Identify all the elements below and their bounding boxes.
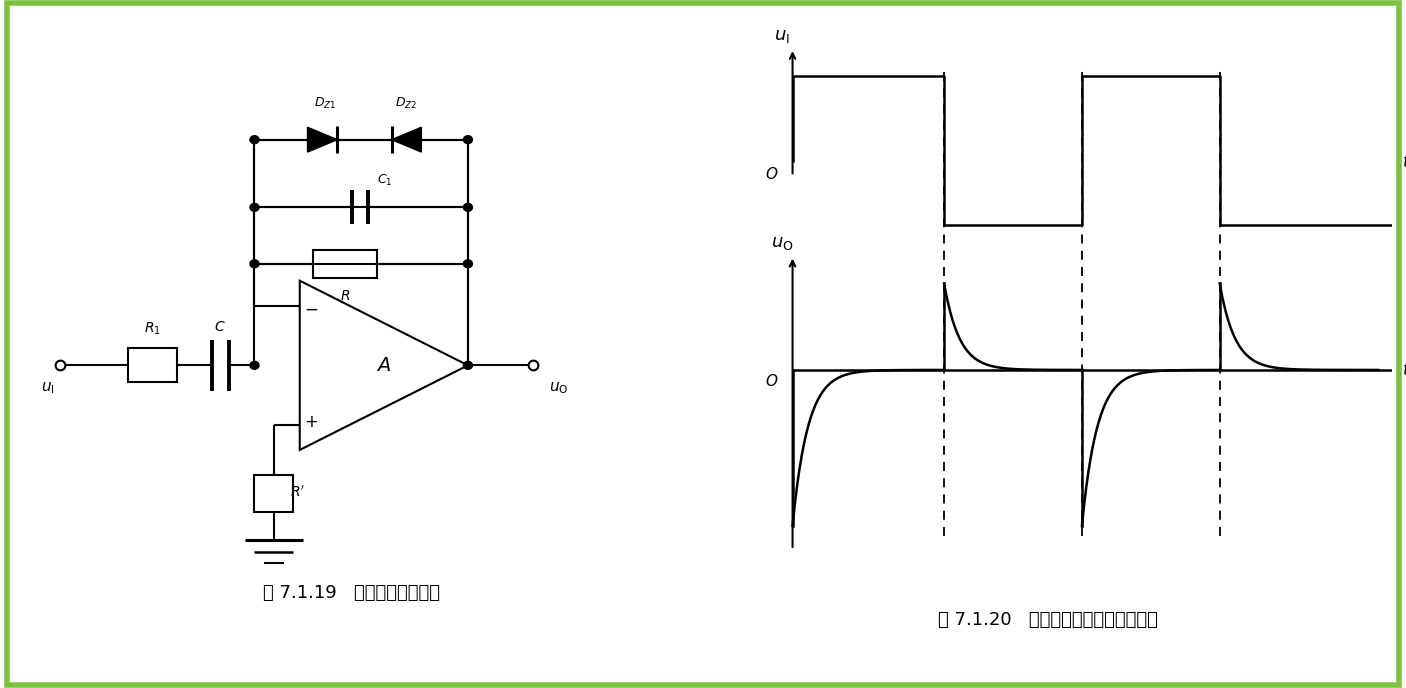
Text: $R_1$: $R_1$ [143, 321, 160, 337]
Text: $R$: $R$ [340, 289, 350, 303]
Text: $D_{Z2}$: $D_{Z2}$ [395, 96, 418, 111]
Circle shape [464, 260, 472, 268]
Text: $O$: $O$ [765, 166, 779, 182]
Bar [312, 250, 377, 278]
Text: $C$: $C$ [214, 321, 226, 334]
Bar [128, 348, 177, 383]
Bar [254, 475, 294, 512]
Text: $t$: $t$ [1402, 153, 1406, 171]
Text: $u_{\mathrm{I}}$: $u_{\mathrm{I}}$ [41, 380, 55, 396]
Text: $R'$: $R'$ [290, 484, 305, 500]
Text: $O$: $O$ [765, 374, 779, 389]
Text: $D_{Z1}$: $D_{Z1}$ [315, 96, 337, 111]
Text: $u_{\mathrm{O}}$: $u_{\mathrm{O}}$ [548, 380, 568, 396]
Text: $u_{\mathrm{O}}$: $u_{\mathrm{O}}$ [770, 235, 793, 252]
Text: $t$: $t$ [1402, 361, 1406, 379]
Circle shape [464, 361, 472, 369]
Text: $+$: $+$ [304, 413, 319, 431]
Circle shape [250, 260, 259, 268]
Text: 图 7.1.19   实用微分运算电路: 图 7.1.19 实用微分运算电路 [263, 584, 440, 602]
Circle shape [250, 361, 259, 369]
Text: $C_1$: $C_1$ [377, 173, 392, 188]
Text: A: A [377, 356, 391, 375]
Circle shape [464, 204, 472, 211]
Circle shape [250, 204, 259, 211]
Circle shape [250, 136, 259, 144]
Circle shape [464, 136, 472, 144]
Polygon shape [392, 127, 422, 152]
Text: $-$: $-$ [304, 300, 319, 318]
Text: 图 7.1.20   微分电路输入输出波形分析: 图 7.1.20 微分电路输入输出波形分析 [938, 612, 1157, 630]
Polygon shape [308, 127, 337, 152]
Text: $u_{\mathrm{I}}$: $u_{\mathrm{I}}$ [775, 27, 790, 45]
